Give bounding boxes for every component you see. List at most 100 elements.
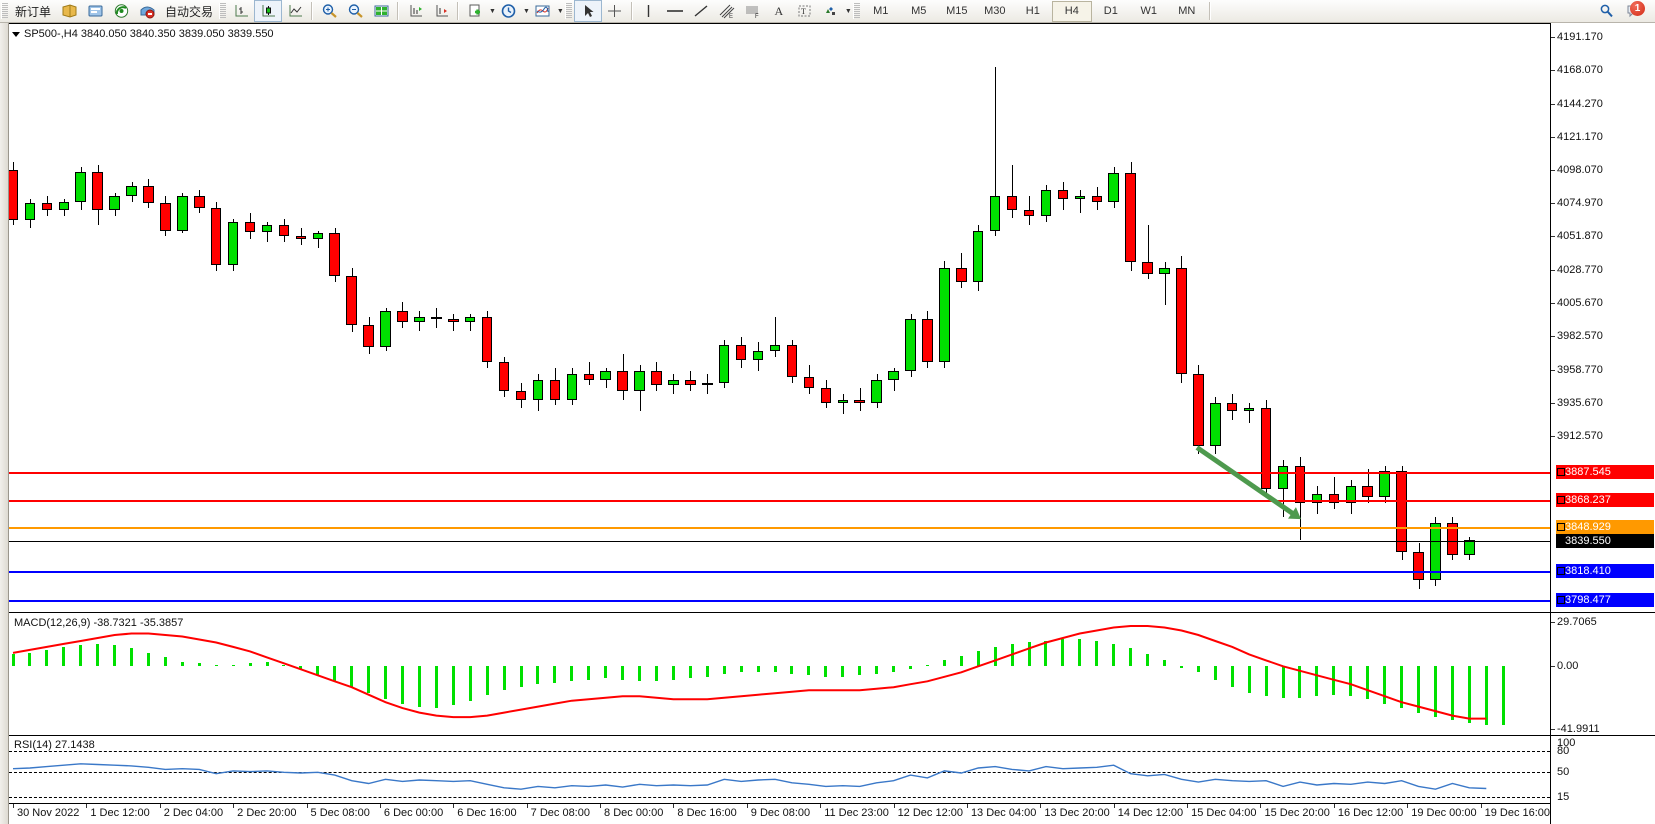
- down-arrow-shaft-icon[interactable]: [1195, 444, 1295, 516]
- candle-body: [651, 371, 662, 386]
- timeframe-button-mn[interactable]: MN: [1178, 5, 1196, 17]
- toolbar-grip-2[interactable]: [219, 3, 227, 19]
- price-level-line-support-1[interactable]: [9, 571, 1550, 574]
- level-drag-handle[interactable]: [1557, 468, 1565, 477]
- timeframe-button-w1[interactable]: W1: [1140, 5, 1158, 17]
- price-level-line-support-2[interactable]: [9, 599, 1550, 602]
- period-dropdown-caret[interactable]: ▼: [522, 7, 530, 15]
- candle-body: [58, 201, 70, 211]
- price-level-tag-support-2[interactable]: 3798.477: [1556, 592, 1654, 607]
- macd-histogram-bar: [1112, 643, 1116, 667]
- chart-tile-icon[interactable]: [368, 1, 394, 21]
- new-order-button[interactable]: 新订单: [10, 1, 56, 21]
- price-level-tag-current-price[interactable]: 3839.550: [1556, 533, 1654, 548]
- macd-histogram-bar: [282, 664, 286, 667]
- auto-trading-button[interactable]: 自动交易: [160, 1, 218, 21]
- price-pane[interactable]: [9, 24, 1550, 612]
- toolbar-grip-4[interactable]: [852, 3, 860, 19]
- timeframe-button-d1[interactable]: D1: [1103, 5, 1118, 17]
- new-chart-dropdown-caret[interactable]: ▼: [489, 7, 496, 15]
- candle-wick: [1029, 196, 1031, 225]
- macd-histogram-bar: [722, 666, 726, 674]
- candle-book-icon[interactable]: [56, 1, 82, 21]
- price-level-tag-entry[interactable]: 3848.929: [1556, 520, 1654, 535]
- price-level-line-resistance-1[interactable]: [9, 472, 1550, 475]
- time-scale[interactable]: 30 Nov 2022 1 Dec 12:00 2 Dec 04:00 2 Dec 2…: [9, 803, 1550, 824]
- chat-icon[interactable]: 1: [1619, 1, 1649, 21]
- shapes-dropdown-caret[interactable]: ▼: [844, 7, 852, 15]
- signal-icon[interactable]: [108, 1, 134, 21]
- macd-histogram-bar: [502, 666, 506, 691]
- macd-histogram-bar: [587, 666, 591, 680]
- equidistant-channel-icon[interactable]: E: [714, 1, 740, 21]
- level-drag-handle[interactable]: [1557, 595, 1565, 604]
- macd-histogram-bar: [1400, 666, 1404, 709]
- toolbar-grip[interactable]: [1, 3, 8, 19]
- price-tick: [1551, 403, 1555, 405]
- candle-body: [143, 186, 154, 204]
- market-icon[interactable]: [134, 1, 160, 21]
- candle-wick: [267, 221, 268, 242]
- cursor-icon[interactable]: [573, 0, 602, 22]
- new-chart-icon[interactable]: [462, 1, 488, 21]
- indicators-icon[interactable]: [530, 1, 556, 21]
- candlestick-chart-icon[interactable]: [254, 0, 283, 22]
- timeframe-button-h4[interactable]: H4: [1051, 0, 1092, 22]
- candle-body: [126, 186, 137, 197]
- rsi-pane[interactable]: [9, 737, 1550, 804]
- shapes-icon[interactable]: [818, 1, 844, 21]
- price-level-line-current-price[interactable]: [9, 540, 1550, 542]
- period-clock-icon[interactable]: [496, 1, 522, 21]
- zoom-in-icon[interactable]: [316, 1, 342, 21]
- price-level-line-resistance-2[interactable]: [9, 499, 1550, 502]
- terminal-icon[interactable]: [82, 1, 108, 21]
- candle-body: [1159, 267, 1170, 274]
- timeframe-button-m30[interactable]: M30: [984, 5, 1006, 17]
- candle-wick: [893, 368, 895, 392]
- level-drag-handle[interactable]: [1557, 523, 1565, 532]
- horizontal-line-icon[interactable]: [662, 1, 688, 21]
- level-drag-handle[interactable]: [1557, 495, 1565, 504]
- line-chart-icon[interactable]: [282, 1, 308, 21]
- candle-body: [532, 379, 544, 400]
- text-icon[interactable]: A: [774, 3, 784, 18]
- candle-body: [278, 224, 290, 237]
- indicators-dropdown-caret[interactable]: ▼: [556, 7, 564, 15]
- candle-body: [600, 371, 611, 380]
- time-tick: [820, 804, 822, 808]
- price-level-tag-resistance-1[interactable]: 3887.545: [1556, 465, 1654, 480]
- fibonacci-icon[interactable]: F: [740, 1, 766, 21]
- price-tick: [1551, 335, 1555, 337]
- timeframe-button-m1[interactable]: M1: [873, 5, 889, 17]
- macd-pane[interactable]: [9, 614, 1550, 735]
- time-axis-label: 14 Dec 12:00: [1117, 807, 1184, 819]
- chart-window[interactable]: SP500-,H4 3840.050 3840.350 3839.050 383…: [0, 23, 1655, 824]
- chart-scroll-strip[interactable]: [0, 23, 9, 824]
- auto-scroll-icon[interactable]: [402, 1, 428, 21]
- timeframe-button-m15[interactable]: M15: [946, 5, 968, 17]
- toolbar-separator-4: [630, 2, 633, 20]
- chart-menu-caret-icon[interactable]: [12, 31, 20, 37]
- crosshair-icon[interactable]: [602, 1, 628, 21]
- svg-text:F: F: [755, 14, 759, 19]
- candle-body: [1413, 551, 1424, 581]
- price-level-tag-support-1[interactable]: 3818.410: [1556, 564, 1654, 579]
- vertical-line-icon[interactable]: [636, 1, 662, 21]
- timeframe-button-h1[interactable]: H1: [1025, 5, 1040, 17]
- search-icon[interactable]: [1593, 1, 1619, 21]
- time-axis-label: 8 Dec 00:00: [604, 807, 664, 819]
- toolbar-separator: [311, 2, 314, 20]
- candle-body: [329, 233, 340, 277]
- chart-shift-icon[interactable]: [428, 1, 454, 21]
- bar-chart-icon[interactable]: [228, 1, 254, 21]
- trendline-icon[interactable]: [688, 1, 714, 21]
- timeframe-button-m5[interactable]: M5: [911, 5, 927, 17]
- macd-histogram-bar: [299, 666, 303, 670]
- price-level-line-entry[interactable]: [9, 527, 1550, 530]
- text-label-icon[interactable]: T: [792, 1, 818, 21]
- toolbar-grip-3[interactable]: [564, 3, 572, 19]
- candle-wick: [775, 316, 777, 357]
- zoom-out-icon[interactable]: [342, 1, 368, 21]
- level-drag-handle[interactable]: [1557, 567, 1565, 576]
- price-level-tag-resistance-2[interactable]: 3868.237: [1556, 492, 1654, 507]
